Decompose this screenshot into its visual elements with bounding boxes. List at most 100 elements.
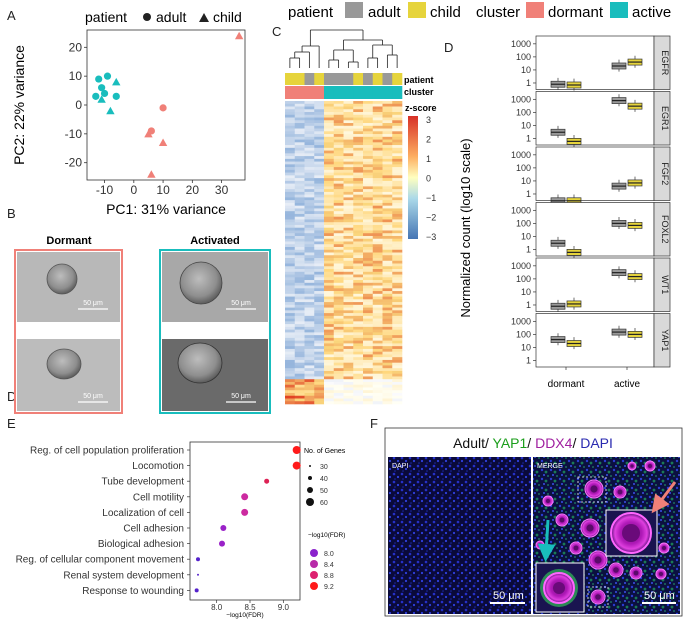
heatmap-cell <box>324 167 335 171</box>
heatmap-cell <box>324 381 335 386</box>
heatmap-cell <box>314 379 325 383</box>
heatmap-cell <box>372 321 383 325</box>
heatmap-cell <box>294 255 305 259</box>
heatmap-cell <box>343 112 354 116</box>
heatmap-cell <box>324 359 335 363</box>
go-term-label: Reg. of cellular component movement <box>16 555 185 566</box>
heatmap-cell <box>382 219 393 223</box>
y-tick-label: 10 <box>69 69 83 83</box>
heatmap-cell <box>372 299 383 303</box>
pca-panel: patient adult child -10 0 10 20 30-20-100102… <box>11 9 246 217</box>
heatmap-cell <box>353 205 364 209</box>
heatmap-cell <box>392 175 403 179</box>
heatmap-cell <box>324 370 335 374</box>
go-term-label: Cell motility <box>133 492 184 503</box>
heatmap-cell <box>392 326 403 330</box>
heatmap-cell <box>382 307 393 311</box>
heatmap-cell <box>304 123 315 127</box>
heatmap-cell <box>382 169 393 173</box>
heatmap-cell <box>353 238 364 242</box>
heatmap-cell <box>285 291 296 295</box>
heatmap-cell <box>343 304 354 308</box>
y-tick-label: 1 <box>526 78 531 88</box>
heatmap-cell <box>392 241 403 245</box>
heatmap-cell <box>285 186 296 190</box>
heatmap-cell <box>294 128 305 132</box>
heatmap-cell <box>333 368 344 372</box>
y-tick-label: 100 <box>516 274 531 284</box>
heatmap-cell <box>314 332 325 336</box>
heatmap-cell <box>333 161 344 165</box>
heatmap-cell <box>333 244 344 248</box>
heatmap-cell <box>285 142 296 146</box>
facet-strip <box>653 257 671 312</box>
heatmap-cell <box>294 299 305 303</box>
heatmap-legend-dormant: dormant <box>548 4 604 21</box>
heatmap-cell <box>392 310 403 314</box>
heatmap-cell <box>304 134 315 138</box>
heatmap-cell <box>392 117 403 121</box>
heatmap-cell <box>294 398 305 402</box>
heatmap-cell <box>353 219 364 223</box>
heatmap-cell <box>324 238 335 242</box>
heatmap-cell <box>353 106 364 110</box>
heatmap-cell <box>353 315 364 319</box>
go-term-dot <box>219 540 225 547</box>
heatmap-cell <box>372 354 383 358</box>
heatmap-cell <box>382 340 393 344</box>
heatmap-cell <box>333 208 344 212</box>
heatmap-cell <box>363 183 374 187</box>
heatmap-cell <box>363 304 374 308</box>
heatmap-cell <box>333 291 344 295</box>
heatmap-cell <box>372 158 383 162</box>
y-tick-label: 100 <box>516 107 531 117</box>
heatmap-cell <box>363 324 374 328</box>
heatmap-cell <box>294 142 305 146</box>
heatmap-cell <box>294 296 305 300</box>
heatmap-cell <box>363 167 374 171</box>
heatmap-cell <box>392 114 403 118</box>
x-tick-label: 9.0 <box>278 603 290 612</box>
heatmap-cell <box>324 258 335 262</box>
arrow-dormant-icon <box>651 481 677 514</box>
heatmap-cell <box>304 315 315 319</box>
heatmap-cell <box>285 368 296 372</box>
heatmap-cell <box>314 142 325 146</box>
heatmap-cell <box>285 161 296 165</box>
heatmap-cell <box>353 120 364 124</box>
heatmap-cell <box>363 370 374 374</box>
heatmap-cell <box>304 167 315 171</box>
heatmap-cell <box>382 244 393 248</box>
go-term-label: Tube development <box>102 477 185 488</box>
heatmap-cell <box>382 324 393 328</box>
heatmap-cell <box>343 230 354 234</box>
boxplot-xtick-active: active <box>614 379 641 390</box>
heatmap-cell <box>304 343 315 347</box>
heatmap-cell <box>304 354 315 358</box>
heatmap-cell <box>333 103 344 107</box>
heatmap-cell <box>392 343 403 347</box>
patient-annotation-cell <box>324 73 335 85</box>
heatmap-cell <box>285 263 296 267</box>
heatmap-cell <box>285 299 296 303</box>
heatmap-cell <box>353 293 364 297</box>
heatmap-cell <box>294 125 305 129</box>
heatmap-legend-active: active <box>632 4 671 21</box>
heatmap-cell <box>372 263 383 267</box>
heatmap-cell <box>353 258 364 262</box>
heatmap-cell <box>343 324 354 328</box>
heatmap-cell <box>285 296 296 300</box>
heatmap-cell <box>314 343 325 347</box>
heatmap-cell <box>353 269 364 273</box>
heatmap-cell <box>314 373 325 377</box>
heatmap-cell <box>314 128 325 132</box>
facet-gene-label: FGF2 <box>660 162 670 185</box>
heatmap-cell <box>363 197 374 201</box>
heatmap-cell <box>324 304 335 308</box>
heatmap-cell <box>392 244 403 248</box>
heatmap-cell <box>353 230 364 234</box>
heatmap-cell <box>343 326 354 330</box>
heatmap-cell <box>285 324 296 328</box>
heatmap-cell <box>392 194 403 198</box>
heatmap-cell <box>372 376 383 380</box>
